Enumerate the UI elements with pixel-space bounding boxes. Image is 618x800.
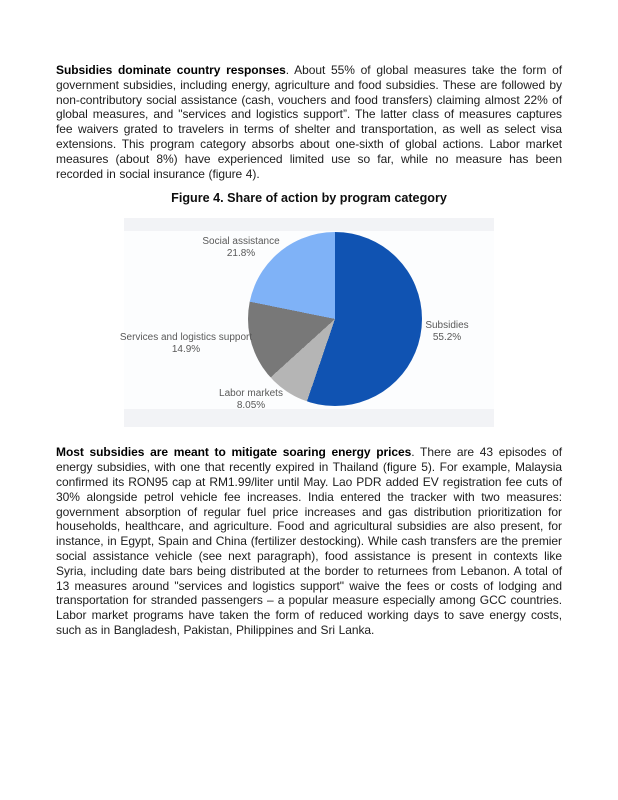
figure-4-pie-chart: Social assistance 21.8% Subsidies 55.2% … xyxy=(120,218,494,428)
paragraph-1-body: . About 55% of global measures take the … xyxy=(56,63,562,181)
slice-label-labor-markets: Labor markets xyxy=(219,388,283,400)
pie-label-labor-markets: Labor markets 8.05% xyxy=(219,388,283,411)
paragraph-1-bold-lead: Subsidies dominate country responses xyxy=(56,63,286,77)
slice-value-social-assistance: 21.8% xyxy=(226,247,256,259)
pie-label-subsidies: Subsidies 55.2% xyxy=(425,320,468,343)
slice-value-subsidies: 55.2% xyxy=(432,331,462,343)
pie-label-social-assistance: Social assistance 21.8% xyxy=(202,236,279,259)
paragraph-2-body: . There are 43 episodes of energy subsid… xyxy=(56,445,562,637)
slice-label-services-logistics: Services and logistics support xyxy=(119,332,253,344)
slice-value-labor-markets: 8.05% xyxy=(236,399,266,411)
figure-caption: Figure 4. Share of action by program cat… xyxy=(171,191,447,206)
paragraph-energy-prices: Most subsidies are meant to mitigate soa… xyxy=(56,445,562,637)
paragraph-subsidies-dominate: Subsidies dominate country responses. Ab… xyxy=(56,63,562,181)
slice-label-social-assistance: Social assistance xyxy=(202,236,280,248)
slice-label-subsidies: Subsidies xyxy=(425,320,469,332)
pie-label-services-logistics: Services and logistics support 14.9% xyxy=(120,332,252,355)
paragraph-2-bold-lead: Most subsidies are meant to mitigate soa… xyxy=(56,445,412,460)
slice-value-services-logistics: 14.9% xyxy=(171,343,201,355)
pie xyxy=(248,232,422,407)
